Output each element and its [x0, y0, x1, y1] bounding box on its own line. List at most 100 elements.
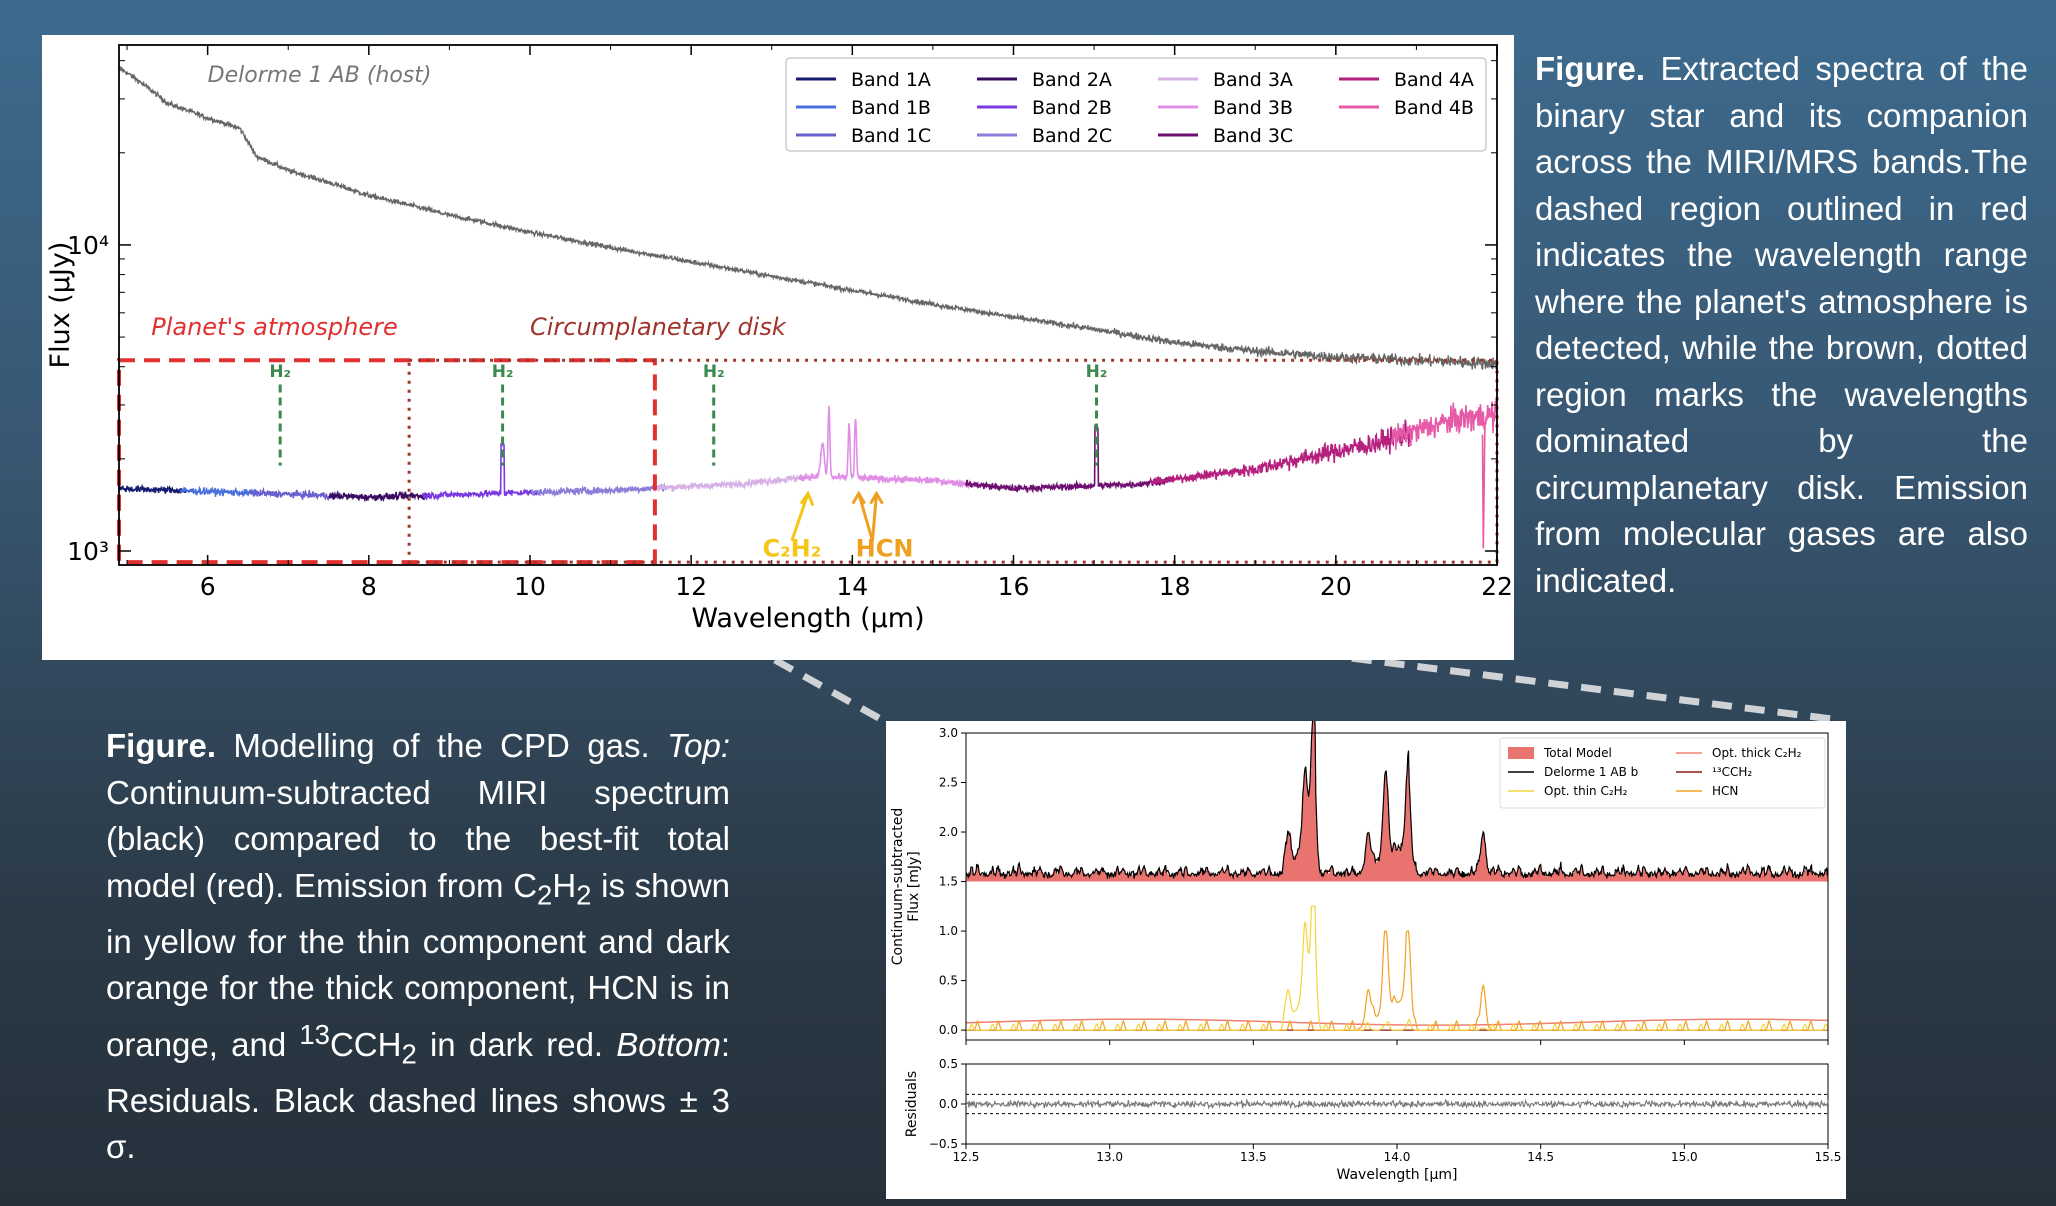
residual-y-tick-label: 0.0 [939, 1097, 958, 1111]
residuals-line [965, 1098, 1829, 1110]
caption-h: H [552, 866, 577, 904]
x-tick-label: 14 [836, 572, 868, 601]
inset-x-tick-label: 15.5 [1815, 1150, 1842, 1164]
legend-box [785, 57, 1487, 152]
inset-y-axis-label-1: Continuum-subtracted [890, 808, 906, 965]
band-line-band-2b [422, 441, 542, 501]
host-spectrum-line [118, 65, 1497, 370]
inset-y-tick-label: 2.0 [939, 825, 958, 839]
caption-bottom-bottom-label: Bottom [616, 1025, 721, 1063]
inset-y-tick-label: 1.5 [939, 875, 958, 889]
x-tick-label: 16 [998, 572, 1030, 601]
x-tick-label: 8 [361, 572, 377, 601]
legend-entry-band-1a: Band 1A [851, 69, 931, 91]
hcn-label: HCN [856, 534, 914, 562]
host-label: Delorme 1 AB (host) [208, 63, 432, 88]
x-tick-label: 6 [200, 572, 216, 601]
inset-x-axis-label: Wavelength [μm] [1337, 1167, 1458, 1183]
residual-y-axis-label: Residuals [904, 1071, 920, 1137]
inset-legend-entry: Opt. thin C₂H₂ [1544, 784, 1628, 798]
caption-bottom-top-label: Top: [667, 727, 731, 764]
caption-sub: 2 [401, 1038, 417, 1070]
band-line-band-3a [654, 473, 810, 493]
x-tick-label: 20 [1320, 572, 1352, 601]
caption-sub: 2 [576, 879, 592, 911]
inset-legend-box [1499, 737, 1826, 809]
cpd-model-chart: 12.5 13.0 13.5 14.0 14.5 15.0 15.5 0.0 0.5 1.0 1.5… [890, 707, 1842, 1183]
main-spectrum-chart: Planet's atmosphere Circumplanetary disk D… [45, 44, 1513, 634]
band-4b-dip [1481, 423, 1486, 549]
x-tick-label: 22 [1481, 572, 1513, 601]
inset-legend-entry: Total Model [1543, 746, 1612, 760]
opt-thin-c2h2-line [966, 905, 1829, 1031]
inset-legend-entry: Opt. thick C₂H₂ [1712, 746, 1802, 760]
x-tick-label: 10 [514, 572, 546, 601]
inset-legend-entry: ¹³CCH₂ [1712, 765, 1752, 779]
legend-entry-band-4a: Band 4A [1394, 69, 1474, 91]
caption-top-text: Extracted spectra of the binary star and… [1535, 50, 2029, 599]
caption-bottom-part3: is shown in yellow for the thin componen… [106, 866, 730, 1063]
inset-x-tick-label: 13.5 [1240, 1150, 1267, 1164]
inset-legend-entry: HCN [1712, 784, 1738, 798]
inset-x-tick-label: 14.0 [1384, 1150, 1411, 1164]
caption-bottom-part1: Modelling of the CPD gas. [233, 727, 650, 764]
legend-entry-band-3a: Band 3A [1213, 69, 1293, 91]
inset-x-tick-label: 13.0 [1096, 1150, 1123, 1164]
inset-y-tick-label: 0.5 [939, 974, 958, 988]
x-tick-label: 12 [675, 572, 707, 601]
y-tick-label: 10⁴ [67, 231, 109, 260]
band-line-band-1c [250, 486, 342, 501]
residual-y-tick-label: 0.5 [939, 1057, 958, 1071]
h2-label: H₂ [703, 362, 725, 382]
inset-x-tick-label: 12.5 [953, 1150, 980, 1164]
legend-entry-band-2a: Band 2A [1032, 69, 1112, 91]
legend-entry-band-4b: Band 4B [1394, 97, 1474, 119]
band-line-band-3c [965, 423, 1174, 494]
inset-y-tick-label: 1.0 [939, 924, 958, 938]
h2-label: H₂ [1086, 362, 1108, 382]
legend-entry-band-3c: Band 3C [1213, 125, 1293, 147]
caption-bottom-label: Figure. [106, 727, 217, 764]
caption-bottom: Figure. Modelling of the CPD gas. Top: C… [106, 723, 730, 1171]
inset-y-axis-label-2: Flux [mJy] [906, 851, 922, 922]
connector-left [773, 656, 888, 726]
observed-spectrum-line [965, 708, 1829, 880]
x-tick-label: 18 [1159, 572, 1191, 601]
caption-top-label: Figure. [1535, 50, 1646, 87]
inset-legend-entry: Delorme 1 AB b [1544, 765, 1638, 779]
c2h2-arrow [790, 493, 810, 542]
y-axis-label: Flux (μJy) [45, 242, 76, 369]
caption-bottom-part2: Continuum-subtracted MIRI spectrum (blac… [106, 773, 730, 904]
h2-label: H₂ [269, 362, 291, 382]
c2h2-arrowhead [799, 490, 815, 507]
hcn-arrowhead [851, 490, 867, 505]
band-line-band-4a [1149, 419, 1413, 486]
caption-sup: 13 [299, 1018, 330, 1050]
legend-entry-band-2b: Band 2B [1032, 97, 1112, 119]
band-line-band-3b [798, 405, 980, 490]
legend-entry-band-1c: Band 1C [851, 125, 931, 147]
y-tick-label: 10³ [67, 537, 109, 566]
planet-atmosphere-region [117, 358, 657, 565]
residual-y-tick-label: −0.5 [929, 1137, 958, 1151]
caption-cch: CCH [329, 1025, 402, 1063]
main-plot-frame [118, 44, 1498, 566]
main-spectrum-panel: Planet's atmosphere Circumplanetary disk D… [42, 35, 1514, 660]
hcn-arrowhead [869, 490, 884, 505]
inset-x-tick-label: 15.0 [1671, 1150, 1698, 1164]
caption-bottom-part4: in dark red. [429, 1025, 604, 1063]
legend-swatch [1508, 747, 1534, 759]
connector-right [1089, 621, 1841, 724]
circumplanetary-disk-label: Circumplanetary disk [530, 313, 787, 341]
inset-y-tick-label: 2.5 [939, 776, 958, 790]
band-line-band-1b [179, 485, 259, 498]
legend-entry-band-1b: Band 1B [851, 97, 931, 119]
band-line-band-2a [328, 490, 432, 503]
inset-x-tick-label: 14.5 [1527, 1150, 1554, 1164]
hcn-arrow [857, 493, 874, 542]
band-line-band-4b [1391, 398, 1498, 450]
hcn-arrow [870, 493, 878, 541]
legend-entry-band-2c: Band 2C [1032, 125, 1112, 147]
band-line-band-2c [530, 482, 668, 498]
